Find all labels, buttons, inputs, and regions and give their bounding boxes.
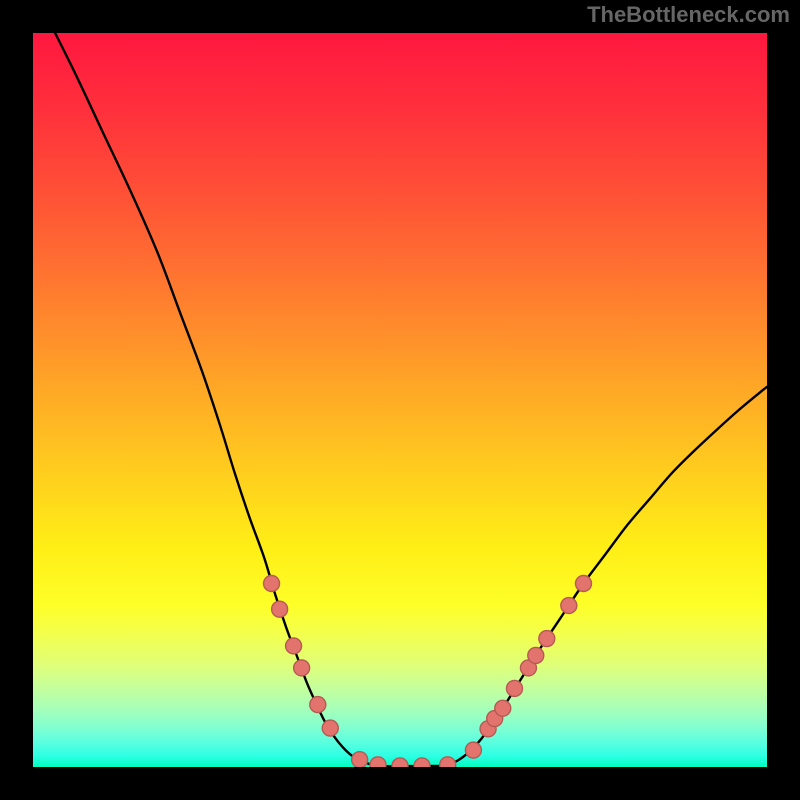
data-point	[495, 700, 511, 716]
data-point	[539, 631, 555, 647]
data-point	[392, 758, 408, 774]
data-point	[414, 758, 430, 774]
data-point	[352, 752, 368, 768]
watermark-text: TheBottleneck.com	[587, 2, 790, 28]
data-point	[322, 720, 338, 736]
chart-svg	[0, 0, 800, 800]
data-point	[507, 680, 523, 696]
data-point	[528, 647, 544, 663]
data-point	[465, 742, 481, 758]
data-point	[561, 598, 577, 614]
left-arc-curve	[40, 4, 385, 767]
data-point	[576, 576, 592, 592]
data-point	[310, 697, 326, 713]
data-point	[294, 660, 310, 676]
data-point	[272, 601, 288, 617]
right-arc-curve	[440, 387, 767, 766]
data-point	[264, 576, 280, 592]
data-point	[440, 757, 456, 773]
data-point	[286, 638, 302, 654]
data-point	[370, 757, 386, 773]
